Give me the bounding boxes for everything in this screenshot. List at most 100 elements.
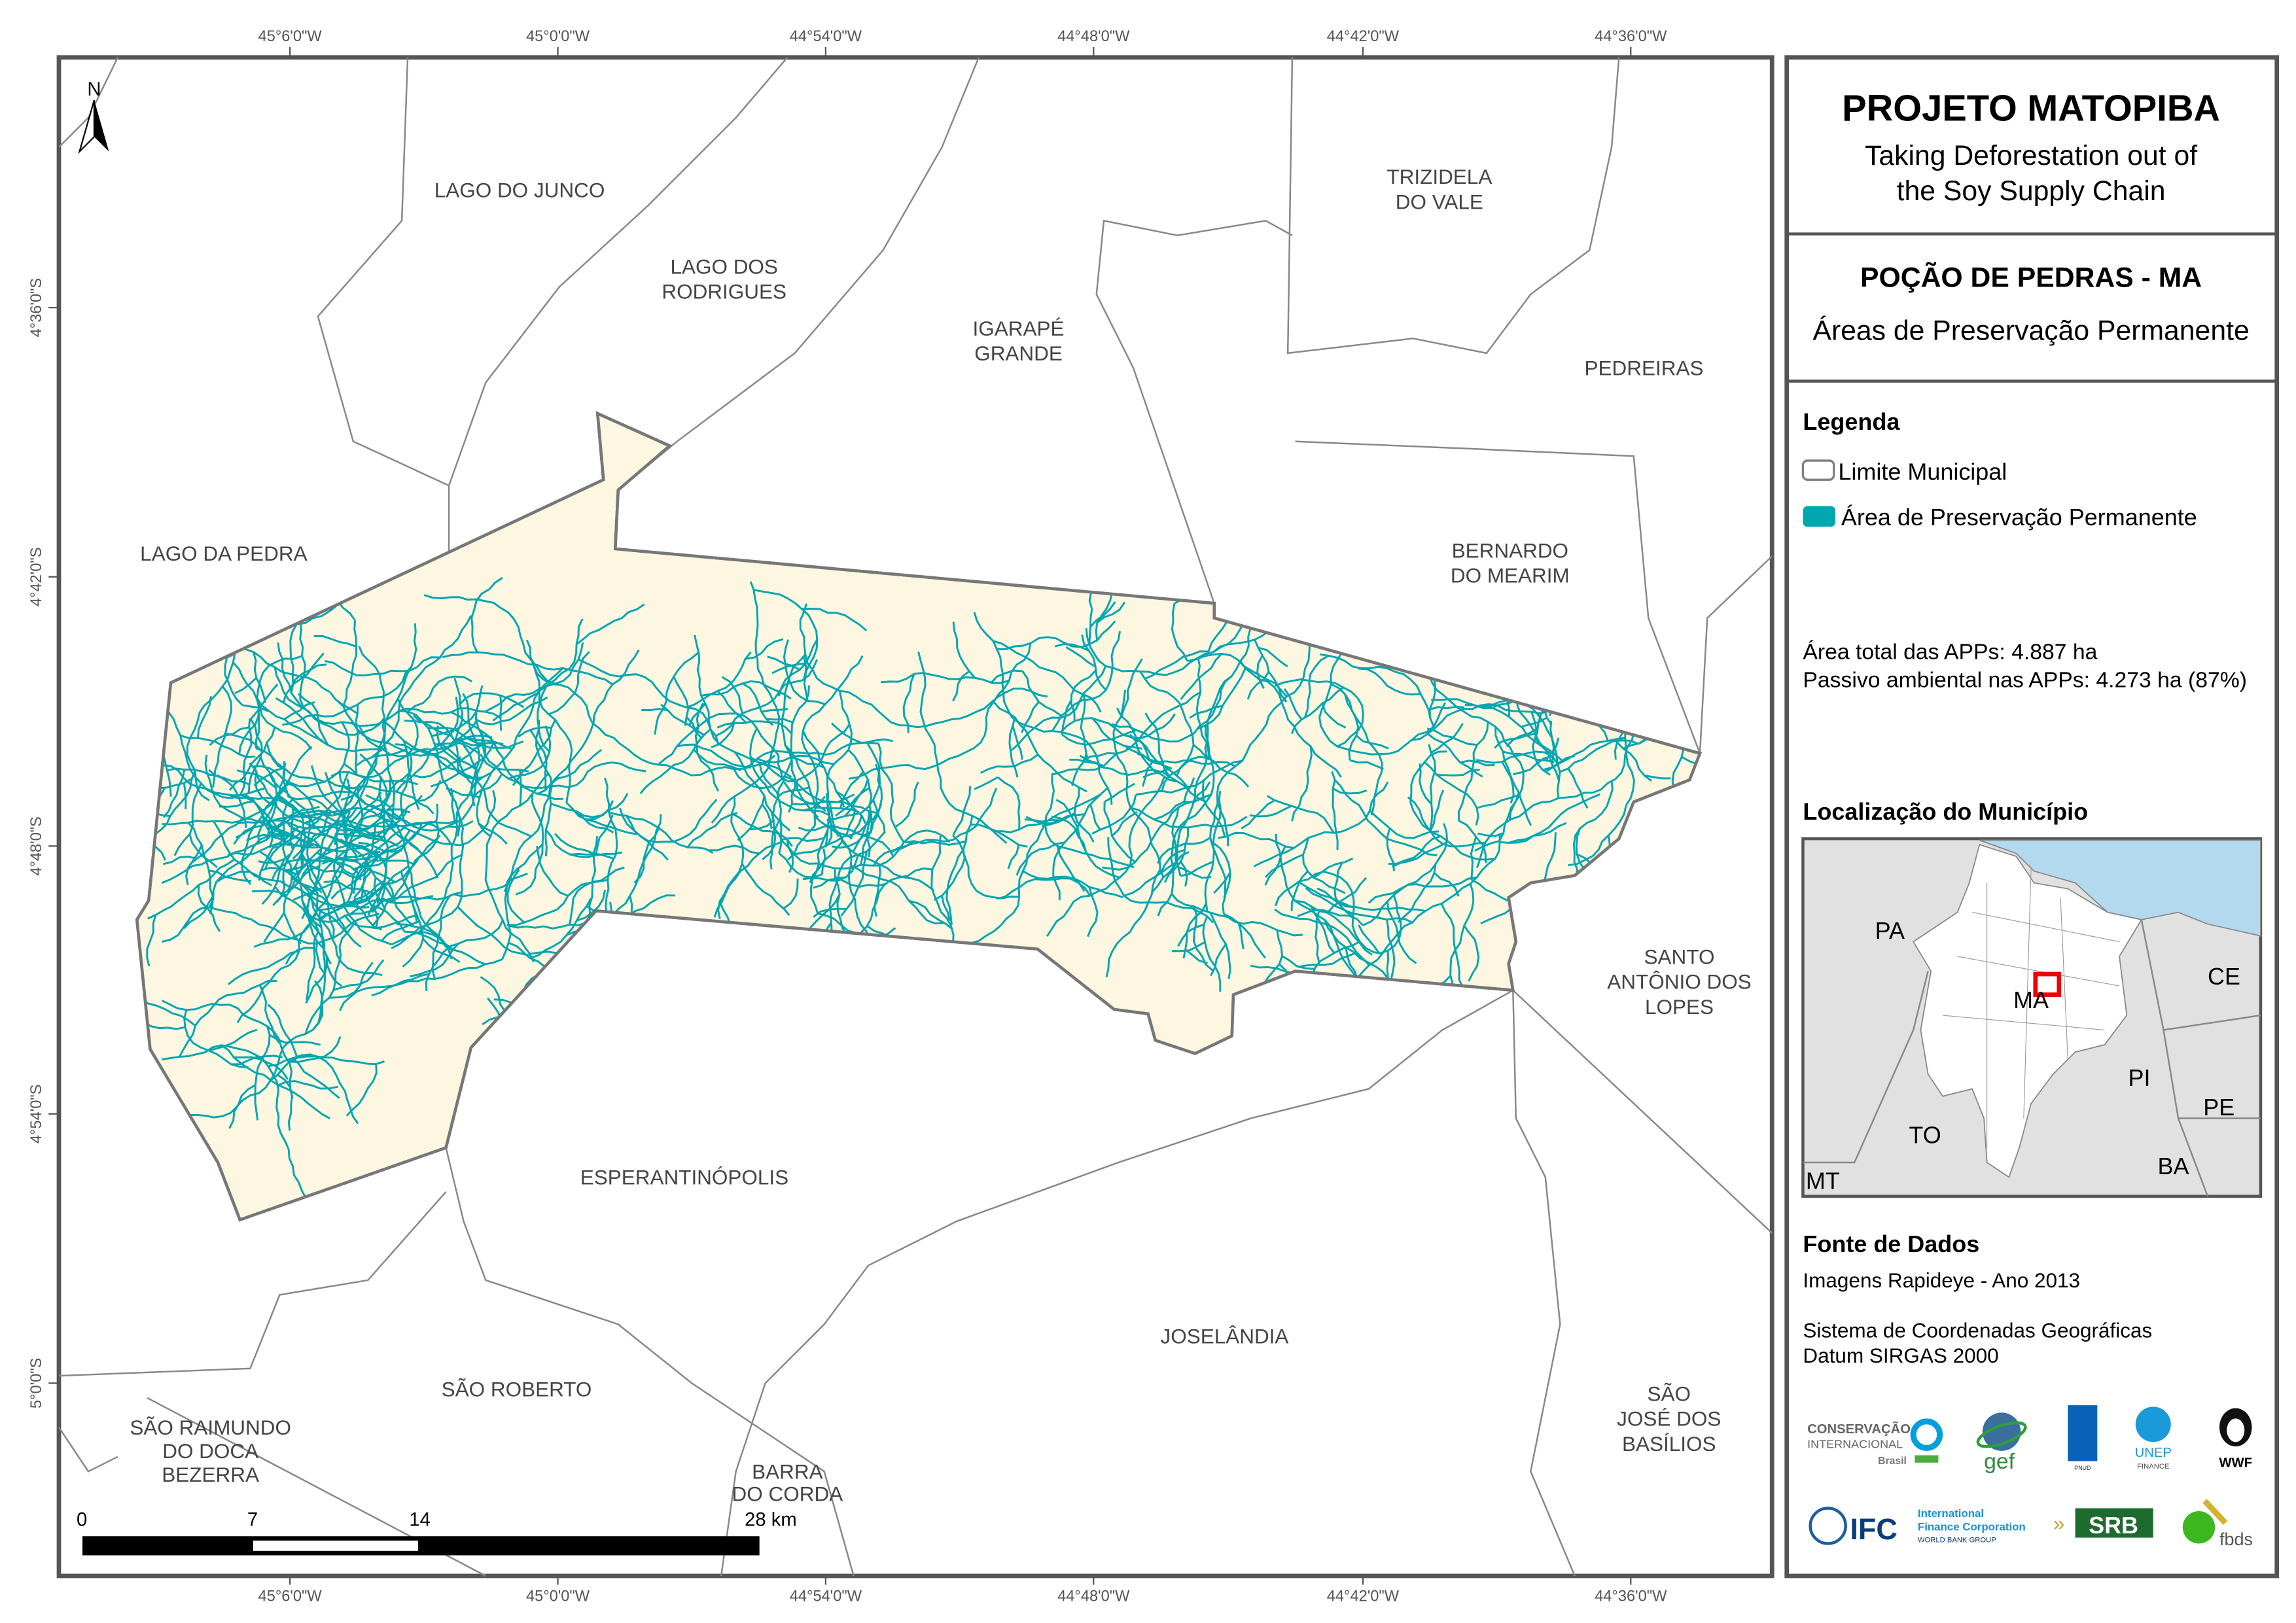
stream-line xyxy=(380,775,392,818)
stream-line xyxy=(815,806,860,814)
stream-line xyxy=(996,877,1091,900)
stream-line xyxy=(694,703,720,792)
stream-line xyxy=(255,747,326,783)
stream-line xyxy=(140,997,196,1026)
stream-line xyxy=(1332,788,1368,795)
stream-line xyxy=(330,698,419,778)
stream-line xyxy=(242,704,269,712)
stream-line xyxy=(395,751,431,793)
stream-line xyxy=(688,703,704,726)
stream-line xyxy=(162,764,382,839)
stream-line xyxy=(781,837,824,842)
stream-line xyxy=(1297,909,1364,926)
stream-line xyxy=(1265,854,1304,878)
stream-line xyxy=(412,714,452,737)
stream-line xyxy=(518,726,552,738)
stream-line xyxy=(1275,678,1364,748)
stream-line xyxy=(334,807,358,845)
stream-line xyxy=(349,898,390,916)
lon-label-bottom: 44°48'0"W xyxy=(1057,1588,1130,1605)
stream-line xyxy=(1213,871,1231,894)
stream-line xyxy=(323,880,375,895)
stream-line xyxy=(1266,795,1335,833)
stream-line xyxy=(1051,815,1087,852)
stream-line xyxy=(745,638,784,660)
stream-line xyxy=(1216,642,1311,846)
stream-line xyxy=(302,890,370,909)
stream-line xyxy=(312,909,326,1031)
municipality-outline xyxy=(135,411,1702,1222)
stream-line xyxy=(844,778,869,817)
stream-line xyxy=(545,829,623,858)
stream-line xyxy=(371,973,430,997)
stream-line xyxy=(1021,671,1062,717)
stream-line xyxy=(686,812,738,848)
stream-line xyxy=(749,819,775,831)
stream-line xyxy=(535,686,553,857)
stream-line xyxy=(1073,787,1095,843)
lon-label-bottom: 45°0'0"W xyxy=(526,1588,590,1605)
stream-line xyxy=(234,677,257,694)
stream-line xyxy=(717,796,745,919)
stream-line xyxy=(529,898,592,959)
stream-line xyxy=(476,765,497,837)
stream-line xyxy=(751,756,789,782)
stream-line xyxy=(872,788,998,867)
stream-line xyxy=(254,771,277,807)
stream-line xyxy=(686,651,752,708)
stream-line xyxy=(340,839,415,865)
stream-line xyxy=(742,682,773,726)
stream-line xyxy=(835,787,870,817)
stream-line xyxy=(515,793,544,896)
stream-line xyxy=(1157,657,1215,916)
stream-line xyxy=(299,830,304,866)
stream-line xyxy=(1111,675,1233,742)
stream-line xyxy=(857,867,932,941)
stream-line xyxy=(1103,801,1136,864)
stream-line xyxy=(1161,756,1209,792)
stream-line xyxy=(798,824,894,858)
stream-line xyxy=(796,780,819,818)
stream-line xyxy=(1171,603,1188,662)
stream-line xyxy=(902,673,915,733)
stream-line xyxy=(831,722,879,745)
stream-line xyxy=(247,718,264,794)
stream-line xyxy=(355,705,359,775)
stream-line xyxy=(282,665,413,726)
stream-line xyxy=(306,820,335,938)
stream-line xyxy=(657,712,780,766)
label-sao-raimundo-2: DO DOCA xyxy=(162,1439,258,1463)
stream-line xyxy=(1476,794,1519,809)
stream-line xyxy=(1116,707,1150,760)
stream-line xyxy=(777,638,819,697)
stream-line xyxy=(146,915,157,967)
stream-line xyxy=(460,737,478,770)
svg-text:Brasil: Brasil xyxy=(1878,1456,1907,1467)
state-label-ba: BA xyxy=(2158,1153,2189,1179)
sources-crs: Sistema de Coordenadas Geográficas xyxy=(1803,1319,2152,1342)
stream-line xyxy=(270,1055,385,1081)
stream-line xyxy=(1102,794,1212,871)
state-label-ma: MA xyxy=(2013,986,2049,1013)
label-sao-jose-2: JOSÉ DOS xyxy=(1617,1407,1721,1431)
stream-line xyxy=(1344,694,1359,761)
stream-line xyxy=(1193,744,1250,788)
stream-line xyxy=(221,1044,330,1119)
lon-label-bottom: 45°6'0"W xyxy=(258,1588,323,1605)
stream-line xyxy=(1409,750,1485,848)
stream-line xyxy=(1182,902,1207,959)
stream-line xyxy=(252,652,267,703)
stream-line xyxy=(1315,911,1320,964)
stream-line xyxy=(1429,705,1465,711)
municipality-labels: LAGO DO JUNCO LAGO DOS RODRIGUES IGARAPÉ… xyxy=(130,165,1751,1505)
stream-line xyxy=(400,871,418,922)
stream-line xyxy=(1054,643,1089,652)
stream-line xyxy=(847,749,873,832)
label-lago-dos-rodrigues-2: RODRIGUES xyxy=(662,280,786,304)
stream-line xyxy=(185,845,203,886)
svg-text:Finance Corporation: Finance Corporation xyxy=(1918,1520,2026,1533)
stream-line xyxy=(301,853,323,894)
stream-line xyxy=(1349,759,1384,770)
legend-swatch-boundary xyxy=(1801,459,1835,481)
stream-line xyxy=(1397,864,1437,923)
